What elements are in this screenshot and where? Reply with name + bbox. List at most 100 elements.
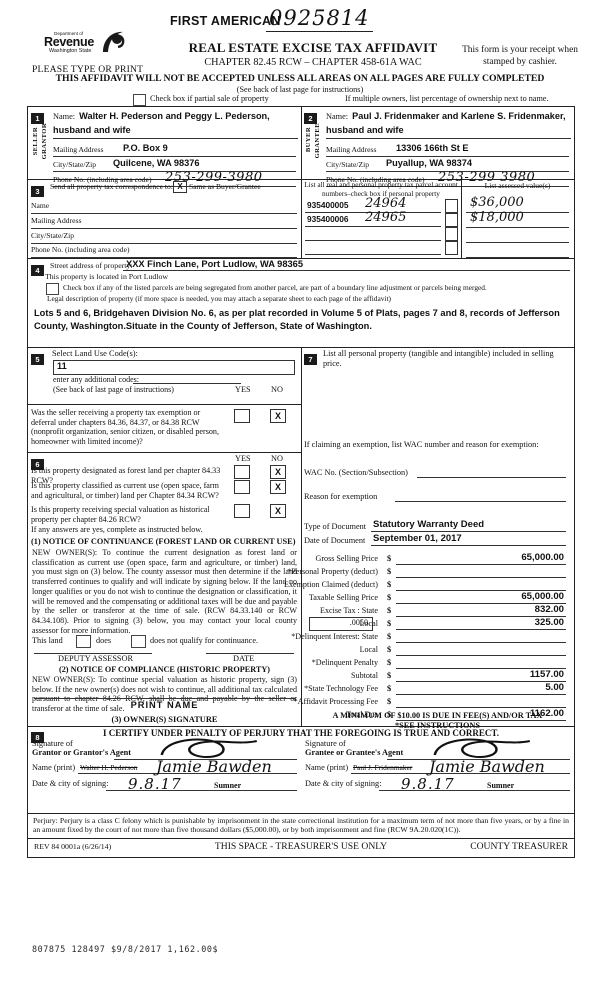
partial-sale-label: Check box if partial sale of property: [150, 94, 269, 103]
seller-city-row: City/State/Zip Quilcene, WA 98376: [53, 157, 298, 172]
correspondence-section-number: 3: [31, 182, 44, 200]
document-type-value[interactable]: Statutory Warranty Deed: [373, 519, 485, 530]
buyer-fields: Name: Paul J. Fridenmaker and Karlene S.…: [326, 108, 571, 187]
pre-grid-row: Check box if partial sale of property If…: [0, 94, 600, 106]
historical-property-question: Is this property receiving special valua…: [31, 505, 210, 524]
buyer-phone-value[interactable]: 253-299 3980: [438, 170, 536, 185]
seller-name-row: Name: Walter H. Pederson and Peggy L. Pe…: [53, 108, 298, 136]
grantor-signature-mark: [160, 738, 258, 759]
seller-phone-value[interactable]: 253-299-3980: [165, 170, 263, 185]
personal-property-checkbox[interactable]: [445, 227, 458, 241]
current-use-yes-checkbox[interactable]: [234, 480, 250, 494]
parcel-handwritten: 24965: [365, 210, 407, 225]
seller-name-value[interactable]: Walter H. Pederson and Peggy L. Pederson…: [53, 111, 270, 135]
seller-city-value[interactable]: Quilcene, WA 98376: [113, 158, 200, 168]
street-address-value[interactable]: XXX Finch Lane, Port Ludlow, WA 98365: [126, 259, 304, 269]
section7-number: 7: [304, 350, 317, 368]
county-treasurer-label: COUNTY TREASURER: [470, 841, 568, 852]
taxable-selling-price-value[interactable]: 65,000.00: [521, 591, 564, 602]
grantor-signature-underline[interactable]: [114, 759, 297, 760]
land-use-header: Select Land Use Code(s):: [52, 349, 138, 358]
state-technology-fee-value[interactable]: 5.00: [545, 682, 564, 693]
section6-no-header: NO: [271, 454, 283, 463]
wac-number-label: WAC No. (Section/Subsection): [304, 468, 408, 477]
segregation-checkbox[interactable]: [46, 283, 59, 295]
grantee-name-print-label: Name (print): [305, 763, 349, 772]
dor-logo-line1: Department of: [54, 31, 84, 36]
document-date-value[interactable]: September 01, 2017: [373, 533, 462, 544]
dor-logo: Department of Revenue Washington State: [38, 31, 148, 61]
dor-logo-line3: Washington State: [49, 48, 92, 54]
parcel-number[interactable]: 935400006: [307, 214, 349, 224]
grantee-name-printed: Paul J. Fridenmaker: [353, 763, 413, 772]
seller-exemption-no-checkbox[interactable]: X: [270, 409, 286, 423]
form-subtitle-text: CHAPTER 82.45 RCW – CHAPTER 458-61A WAC: [204, 57, 422, 68]
document-date-underline: [371, 545, 566, 546]
buyer-city-value[interactable]: Puyallup, WA 98374: [386, 158, 472, 168]
wac-number-underline[interactable]: [417, 477, 566, 478]
perjury-row: Perjury: Perjury is a class C felony whi…: [28, 814, 574, 839]
same-as-buyer-checkbox[interactable]: X: [173, 181, 187, 193]
grantor-date-underline[interactable]: [106, 790, 297, 791]
total-due-label: Total Due: [345, 710, 378, 719]
subtotal-value[interactable]: 1157.00: [529, 669, 564, 680]
minimum-due-note-line2: *SEE INSTRUCTIONS: [394, 721, 481, 730]
personal-property-checkbox[interactable]: [445, 199, 458, 213]
personal-property-checkbox[interactable]: [445, 241, 458, 255]
does-qualify-checkbox[interactable]: [76, 635, 91, 648]
same-as-buyer-label: Same as Buyer/Grantee: [189, 182, 261, 191]
affidavit-processing-fee-row: *Affidavit Processing Fee $: [294, 695, 570, 708]
total-due-row: Total Due $ 1162.00: [301, 708, 570, 721]
excise-tax-local-row: .0050 Local $ 325.00: [301, 617, 570, 631]
parcel-header: List all real and personal property tax …: [304, 180, 458, 198]
excise-tax-state-value[interactable]: 832.00: [534, 604, 564, 615]
right-column: 7 List all personal property (tangible a…: [284, 348, 574, 730]
assessed-header: List assessed value(s): [484, 181, 551, 190]
reason-exemption-underline[interactable]: [395, 501, 566, 502]
seller-city-label: City/State/Zip: [53, 160, 97, 169]
total-due-value[interactable]: 1162.00: [529, 708, 564, 719]
buyer-mailing-value[interactable]: 13306 166th St E: [396, 143, 469, 153]
excise-tax-local-value[interactable]: 325.00: [534, 617, 564, 628]
legal-description-value[interactable]: Lots 5 and 6, Bridgehaven Division No. 6…: [34, 308, 560, 331]
grantee-signature-underline[interactable]: [387, 759, 570, 760]
gross-selling-price-value[interactable]: 65,000.00: [521, 552, 564, 563]
see-back-label: (See back of last page of instructions): [53, 385, 174, 394]
seller-exemption-question: Was the seller receiving a property tax …: [31, 408, 219, 446]
dollar-sign: $: [387, 606, 392, 615]
historical-no-checkbox[interactable]: X: [270, 504, 286, 518]
personal-property-checkbox[interactable]: [445, 213, 458, 227]
street-address-underline: [123, 270, 570, 271]
reason-exemption-label: Reason for exemption: [304, 492, 378, 501]
historical-yes-checkbox[interactable]: [234, 504, 250, 518]
current-use-no-checkbox[interactable]: X: [270, 480, 286, 494]
does-not-qualify-checkbox[interactable]: [131, 635, 146, 648]
form-notice: THIS AFFIDAVIT WILL NOT BE ACCEPTED UNLE…: [55, 73, 545, 84]
correspondence-city-label: City/State/Zip: [31, 231, 75, 240]
correspondence-mailing-label: Mailing Address: [31, 216, 82, 225]
receipt-note: This form is your receipt when stamped b…: [462, 45, 578, 67]
dollar-sign: $: [387, 697, 392, 706]
parcel-number[interactable]: 935400005: [307, 200, 349, 210]
seller-mailing-value[interactable]: P.O. Box 9: [123, 143, 168, 153]
assessed-value[interactable]: $36,000: [470, 195, 524, 210]
correspondence-row: 3 Send all property tax correspondence t…: [28, 180, 574, 259]
multiple-owners-label: If multiple owners, list percentage of o…: [345, 94, 549, 103]
partial-sale-checkbox[interactable]: [133, 94, 146, 106]
seller-vertical-label: SELLER GRANTOR: [30, 123, 52, 177]
seller-cell: 1 SELLER GRANTOR Name: Walter H. Pederso…: [28, 107, 302, 187]
tax-rate-value: .0050: [349, 618, 368, 627]
assessed-value[interactable]: $18,000: [470, 210, 524, 225]
section6-number: 6: [31, 455, 44, 473]
buyer-name-label: Name:: [326, 112, 349, 121]
grantee-signature-label1: Signature of: [305, 739, 346, 748]
tax-rate-box[interactable]: .0050: [309, 617, 373, 631]
forest-land-no-checkbox[interactable]: X: [270, 465, 286, 479]
correspondence-city-row: City/State/Zip: [31, 228, 297, 244]
seller-exemption-yes-checkbox[interactable]: [234, 409, 250, 423]
grantee-date-underline[interactable]: [379, 790, 570, 791]
personal-property-deduct-row: *Personal Property (deduct) $: [287, 565, 570, 578]
buyer-name-value[interactable]: Paul J. Fridenmaker and Karlene S. Fride…: [326, 111, 566, 135]
land-use-code-box[interactable]: 11: [53, 360, 295, 375]
forest-land-yes-checkbox[interactable]: [234, 465, 250, 479]
